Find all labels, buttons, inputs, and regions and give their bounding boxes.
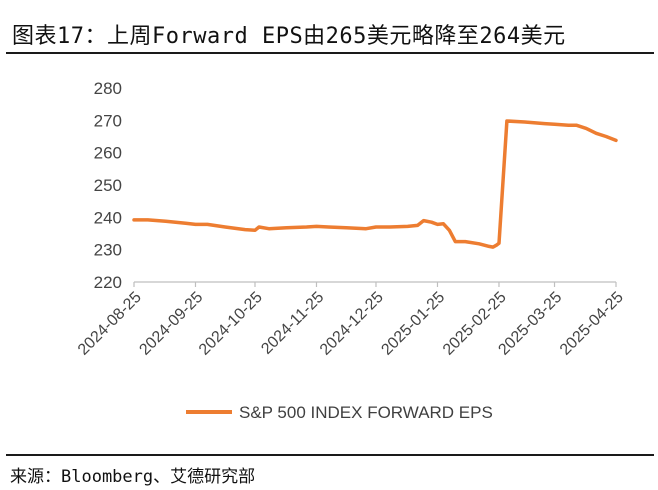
y-tick-label: 230 <box>94 241 122 260</box>
source-note: 来源：Bloomberg、艾德研究部 <box>10 467 256 487</box>
legend: S&P 500 INDEX FORWARD EPS <box>186 403 493 422</box>
footer-rule <box>6 454 654 456</box>
x-tick-label: 2025-04-25 <box>557 289 627 359</box>
plot-area <box>132 119 618 249</box>
y-tick-label: 240 <box>94 208 122 227</box>
y-tick-label: 250 <box>94 176 122 195</box>
series-line <box>132 119 618 249</box>
title-bar: 图表17：上周Forward EPS由265美元略降至264美元 <box>6 0 654 54</box>
legend-label: S&P 500 INDEX FORWARD EPS <box>239 403 493 422</box>
y-tick-label: 260 <box>94 144 122 163</box>
y-tick-label: 220 <box>94 273 122 292</box>
y-axis: 220 230 240 250 260 270 280 <box>94 79 122 292</box>
x-tick-label: 2024-10-25 <box>196 289 266 359</box>
x-tick-label: 2025-01-25 <box>378 289 448 359</box>
y-tick-label: 280 <box>94 79 122 98</box>
y-tick-label: 270 <box>94 111 122 130</box>
x-tick-label: 2024-09-25 <box>136 289 206 359</box>
x-axis: 2024-08-252024-09-252024-10-252024-11-25… <box>75 281 627 359</box>
x-tick-label: 2024-08-25 <box>75 289 145 359</box>
chart-title: 图表17：上周Forward EPS由265美元略降至264美元 <box>12 24 566 49</box>
x-tick-label: 2024-12-25 <box>317 289 387 359</box>
